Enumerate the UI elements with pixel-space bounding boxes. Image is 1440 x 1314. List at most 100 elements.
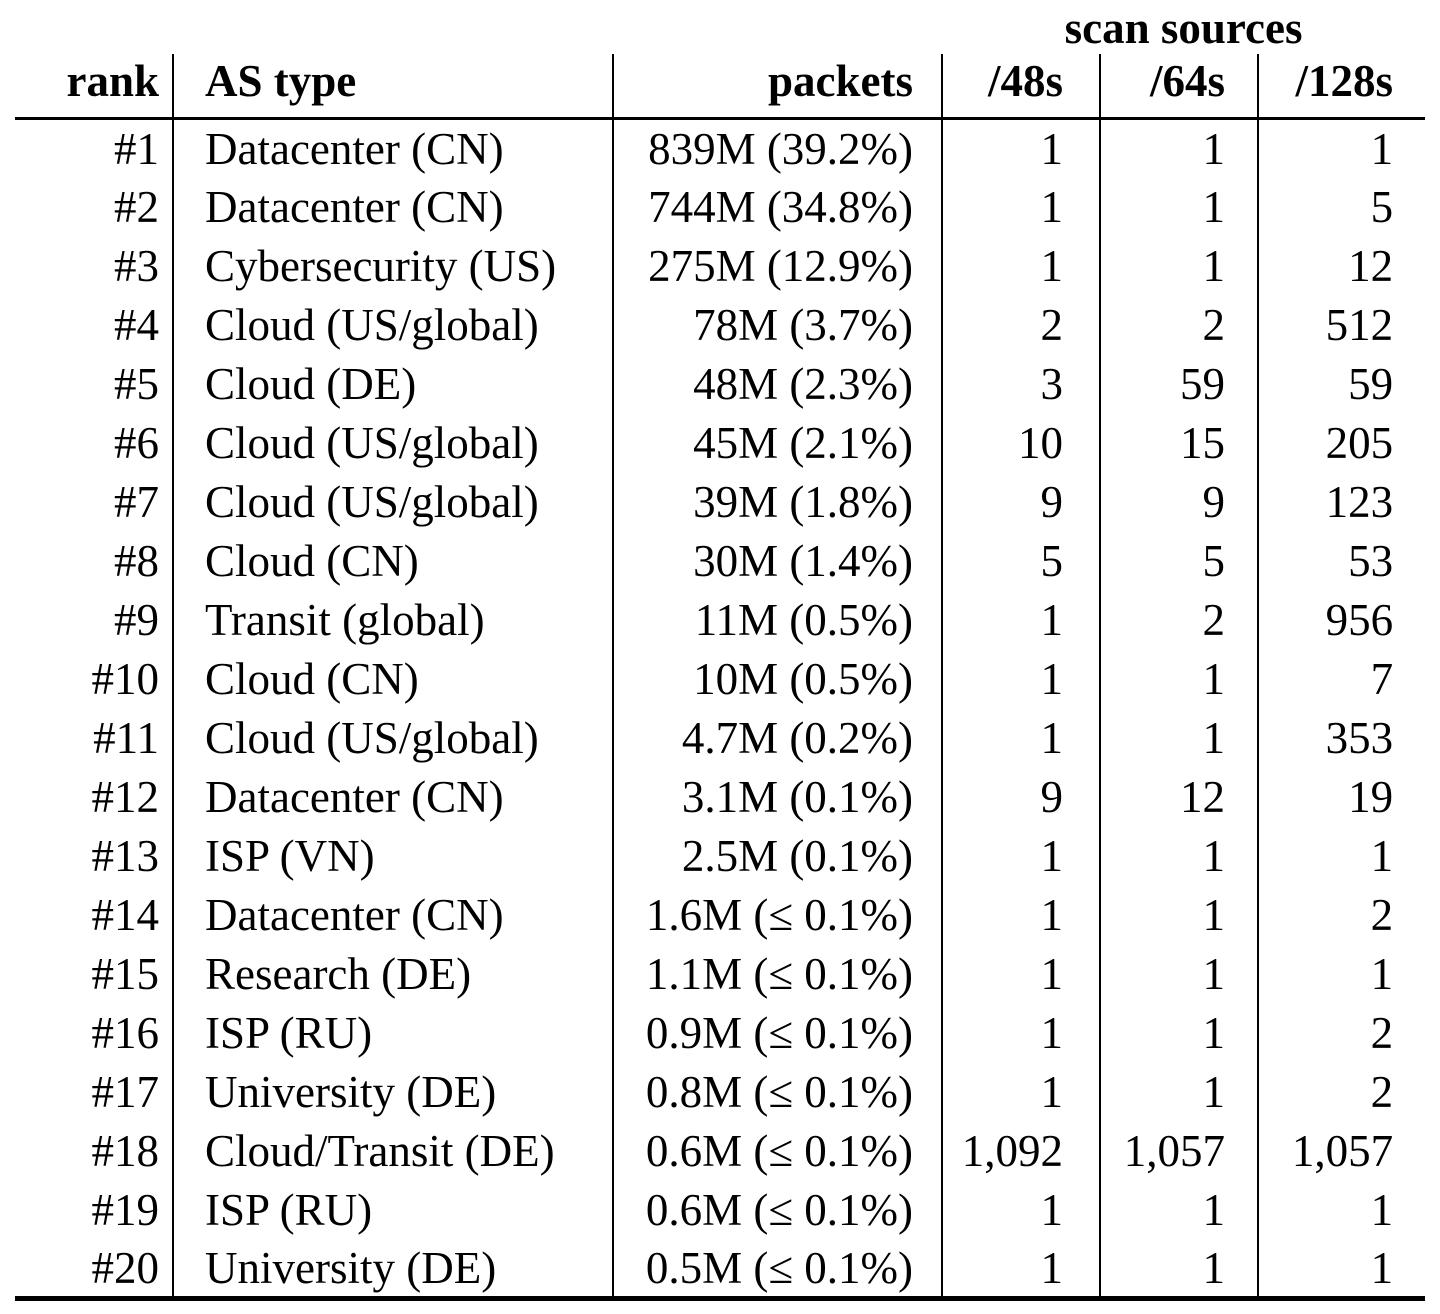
cell-as-type: Research (DE)	[173, 944, 614, 1004]
cell-as-type: ISP (RU)	[173, 1180, 614, 1240]
cell-48s: 1	[942, 1180, 1102, 1240]
cell-48s: 1	[942, 944, 1102, 1004]
span-header-spacer	[15, 2, 942, 54]
cell-48s: 1	[942, 590, 1102, 650]
cell-packets: 48M (2.3%)	[613, 354, 944, 414]
cell-64s: 1,057	[1100, 1121, 1260, 1181]
cell-as-type: Cybersecurity (US)	[173, 236, 614, 296]
cell-48s: 1	[942, 1239, 1102, 1301]
cell-rank: #12	[15, 767, 174, 827]
cell-64s: 2	[1100, 295, 1260, 355]
cell-64s: 1	[1100, 944, 1260, 1004]
cell-128s: 5	[1370, 182, 1394, 232]
cell-48s: 1	[942, 236, 1102, 296]
cell-128s: 2	[1370, 1067, 1394, 1117]
cell-rank: #8	[15, 531, 174, 591]
cell-packets: 4.7M (0.2%)	[613, 708, 944, 768]
cell-packets: 3.1M (0.1%)	[613, 767, 944, 827]
cell-rank: #14	[15, 885, 174, 945]
cell-64s: 1	[1100, 118, 1260, 178]
col-header-128s: /128s	[1258, 54, 1426, 120]
table-row: #15 Research (DE) 1.1M (≤ 0.1%) 1 1 1	[15, 944, 1425, 1004]
cell-as-type: Cloud (CN)	[173, 649, 614, 709]
table-row: #6 Cloud (US/global) 45M (2.1%) 10 15 205	[15, 413, 1425, 473]
cell-64s: 1	[1100, 236, 1260, 296]
cell-as-type: Transit (global)	[173, 590, 614, 650]
cell-128s: 1	[1370, 1185, 1394, 1235]
cell-128s: 512	[1325, 300, 1394, 350]
cell-48s: 5	[942, 531, 1102, 591]
cell-as-type: ISP (VN)	[173, 826, 614, 886]
table-row: #7 Cloud (US/global) 39M (1.8%) 9 9 123	[15, 472, 1425, 532]
cell-128s: 1	[1370, 123, 1394, 174]
table-row: #4 Cloud (US/global) 78M (3.7%) 2 2 512	[15, 295, 1425, 355]
cell-packets: 0.6M (≤ 0.1%)	[613, 1180, 944, 1240]
col-header-packets: packets	[613, 54, 944, 120]
cell-packets: 45M (2.1%)	[613, 413, 944, 473]
table-row: #2 Datacenter (CN) 744M (34.8%) 1 1 5	[15, 177, 1425, 237]
cell-as-type: Cloud (US/global)	[173, 708, 614, 768]
table-row: #16 ISP (RU) 0.9M (≤ 0.1%) 1 1 2	[15, 1003, 1425, 1063]
cell-packets: 10M (0.5%)	[613, 649, 944, 709]
column-header-row: rank AS type packets /48s /64s /128s	[15, 54, 1426, 120]
cell-48s: 1,092	[942, 1121, 1102, 1181]
cell-64s: 1	[1100, 177, 1260, 237]
cell-128s: 1	[1370, 831, 1394, 881]
cell-128s: 353	[1325, 713, 1394, 763]
as-scan-sources-table: scan sources rank AS type packets /48s /…	[15, 2, 1426, 1301]
cell-128s: 12	[1348, 241, 1394, 291]
table-row: #19 ISP (RU) 0.6M (≤ 0.1%) 1 1 1	[15, 1180, 1425, 1240]
cell-as-type: Datacenter (CN)	[173, 177, 614, 237]
cell-rank: #9	[15, 590, 174, 650]
cell-64s: 1	[1100, 649, 1260, 709]
col-header-48s: /48s	[942, 54, 1102, 120]
cell-as-type: Datacenter (CN)	[173, 885, 614, 945]
cell-rank: #3	[15, 236, 174, 296]
cell-packets: 744M (34.8%)	[613, 177, 944, 237]
cell-as-type: University (DE)	[173, 1239, 614, 1301]
cell-rank: #20	[15, 1239, 174, 1301]
cell-rank: #13	[15, 826, 174, 886]
cell-48s: 10	[942, 413, 1102, 473]
table-row: #18 Cloud/Transit (DE) 0.6M (≤ 0.1%) 1,092 1…	[15, 1121, 1425, 1181]
cell-64s: 1	[1100, 826, 1260, 886]
table-row: #3 Cybersecurity (US) 275M (12.9%) 1 1 12	[15, 236, 1425, 296]
cell-as-type: Cloud (US/global)	[173, 295, 614, 355]
col-header-64s: /64s	[1100, 54, 1260, 120]
table-row: #5 Cloud (DE) 48M (2.3%) 3 59 59	[15, 354, 1425, 414]
cell-packets: 78M (3.7%)	[613, 295, 944, 355]
table-row: #20 University (DE) 0.5M (≤ 0.1%) 1 1 1	[15, 1239, 1426, 1301]
table-row: #12 Datacenter (CN) 3.1M (0.1%) 9 12 19	[15, 767, 1425, 827]
cell-as-type: Cloud (CN)	[173, 531, 614, 591]
cell-packets: 0.9M (≤ 0.1%)	[613, 1003, 944, 1063]
cell-rank: #15	[15, 944, 174, 1004]
table-row: #10 Cloud (CN) 10M (0.5%) 1 1 7	[15, 649, 1425, 709]
cell-rank: #4	[15, 295, 174, 355]
cell-64s: 12	[1100, 767, 1260, 827]
cell-rank: #7	[15, 472, 174, 532]
cell-packets: 2.5M (0.1%)	[613, 826, 944, 886]
cell-48s: 1	[942, 177, 1102, 237]
cell-48s: 1	[942, 118, 1102, 178]
table-body: #1 Datacenter (CN) 839M (39.2%) 1 1 1 #2 Datace…	[15, 118, 1426, 1301]
cell-packets: 39M (1.8%)	[613, 472, 944, 532]
cell-packets: 839M (39.2%)	[613, 118, 944, 178]
cell-128s: 59	[1348, 359, 1394, 409]
cell-packets: 30M (1.4%)	[613, 531, 944, 591]
table-row: #9 Transit (global) 11M (0.5%) 1 2 956	[15, 590, 1425, 650]
cell-rank: #11	[15, 708, 174, 768]
cell-64s: 9	[1100, 472, 1260, 532]
cell-64s: 5	[1100, 531, 1260, 591]
cell-as-type: Datacenter (CN)	[173, 118, 614, 178]
cell-packets: 0.5M (≤ 0.1%)	[613, 1239, 944, 1301]
cell-128s: 1,057	[1291, 1126, 1394, 1176]
cell-128s: 1	[1370, 949, 1394, 999]
cell-128s: 53	[1348, 536, 1394, 586]
cell-as-type: University (DE)	[173, 1062, 614, 1122]
cell-as-type: Cloud (DE)	[173, 354, 614, 414]
cell-48s: 1	[942, 826, 1102, 886]
col-header-rank: rank	[15, 54, 174, 120]
cell-as-type: Cloud (US/global)	[173, 472, 614, 532]
cell-64s: 15	[1100, 413, 1260, 473]
